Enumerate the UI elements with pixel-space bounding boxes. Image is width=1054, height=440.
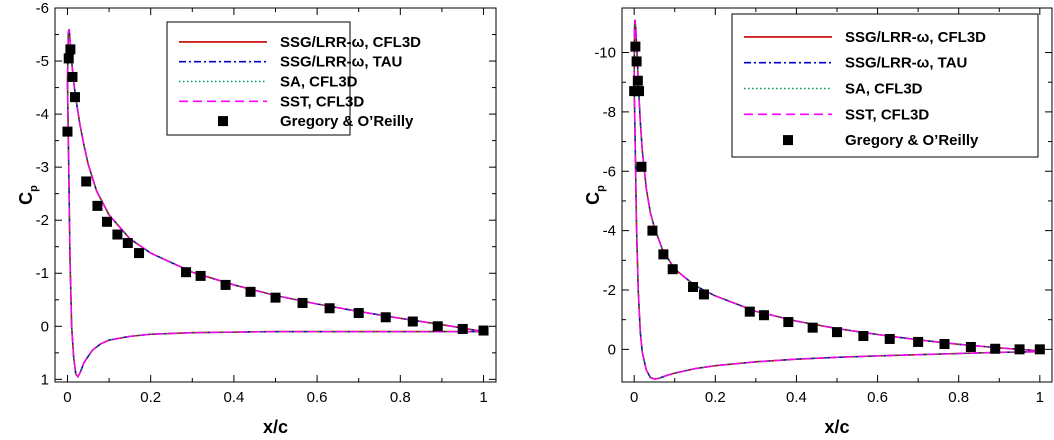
y-axis-label: Cp xyxy=(16,185,40,205)
legend-marker xyxy=(218,116,228,127)
data-point xyxy=(636,161,647,172)
legend-entry: SST, CFL3D xyxy=(280,93,364,110)
data-point xyxy=(1014,344,1025,355)
y-axis-label: Cp xyxy=(583,185,607,205)
data-point xyxy=(181,267,192,278)
x-tick-label: 1 xyxy=(1036,389,1044,406)
x-tick-label: 0.6 xyxy=(307,389,328,406)
legend-entry: SSG/LRR-ω, TAU xyxy=(845,55,967,72)
data-point xyxy=(69,92,80,103)
data-point xyxy=(478,325,489,336)
data-point xyxy=(65,44,76,55)
data-point xyxy=(62,126,73,137)
data-point xyxy=(658,249,669,260)
data-point xyxy=(112,229,123,240)
data-point xyxy=(884,333,895,344)
legend-entry: SA, CFL3D xyxy=(280,74,358,91)
data-point xyxy=(457,323,468,334)
legend-entry: SA, CFL3D xyxy=(845,81,923,98)
legend-box xyxy=(166,21,351,136)
y-tick-label: 1 xyxy=(41,371,49,388)
x-tick-label: 0.8 xyxy=(948,389,969,406)
y-tick-label: 0 xyxy=(41,318,49,335)
legend-entry: SSG/LRR-ω, TAU xyxy=(280,54,402,71)
legend-box xyxy=(731,13,1039,158)
data-point xyxy=(134,248,145,259)
data-point xyxy=(407,316,418,327)
y-tick-label: -3 xyxy=(36,159,49,176)
data-point xyxy=(1034,344,1045,355)
legend-entry: SSG/LRR-ω, CFL3D xyxy=(845,29,986,46)
data-point xyxy=(380,312,391,323)
y-tick-label: -2 xyxy=(603,282,616,299)
data-point xyxy=(67,71,78,82)
data-point xyxy=(758,310,769,321)
data-point xyxy=(92,200,103,211)
data-point xyxy=(634,86,645,97)
data-point xyxy=(965,341,976,352)
data-point xyxy=(324,303,335,314)
data-point xyxy=(81,176,92,187)
data-point xyxy=(432,321,443,332)
data-point xyxy=(297,297,308,308)
y-tick-label: -1 xyxy=(36,265,49,282)
data-point xyxy=(744,306,755,317)
data-point xyxy=(939,339,950,350)
legend-marker xyxy=(783,135,793,146)
x-tick-label: 0.2 xyxy=(140,389,161,406)
legend-entry: SSG/LRR-ω, CFL3D xyxy=(280,34,421,51)
data-point xyxy=(245,286,256,297)
legend-entry: SST, CFL3D xyxy=(845,106,929,123)
data-point xyxy=(990,343,1001,354)
x-tick-label: 0 xyxy=(630,389,638,406)
data-point xyxy=(353,308,364,319)
y-tick-label: -5 xyxy=(36,53,49,70)
data-point xyxy=(631,56,642,67)
x-axis-label: x/c xyxy=(824,417,849,437)
data-point xyxy=(913,336,924,347)
curves xyxy=(66,28,484,379)
y-axis-label-subscript: p xyxy=(595,185,607,192)
data-point xyxy=(783,317,794,328)
data-point xyxy=(632,75,643,86)
x-tick-label: 1 xyxy=(479,389,487,406)
y-tick-label: -4 xyxy=(36,106,49,123)
y-tick-label: -6 xyxy=(36,0,49,17)
data-point xyxy=(667,264,678,275)
y-tick-label: 0 xyxy=(608,341,616,358)
data-point xyxy=(630,41,641,52)
x-tick-label: 0.6 xyxy=(867,389,888,406)
data-point xyxy=(807,322,818,333)
x-tick-label: 0 xyxy=(63,389,71,406)
x-tick-label: 0.2 xyxy=(705,389,726,406)
data-point xyxy=(63,53,74,64)
data-point xyxy=(698,289,709,300)
chart-right-alpha-15: 0 0.2 0.4 0.6 0.8 1 0 -2 -4 -6 -8 -10 x/c Cp SSG/LRR-ω… xyxy=(583,7,1053,437)
data-point xyxy=(647,225,658,236)
y-tick-label: -4 xyxy=(603,223,616,240)
data-point xyxy=(195,270,206,281)
x-tick-label: 0.4 xyxy=(786,389,807,406)
chart-left-alpha-10: 0 0.2 0.4 0.6 0.8 110-1-2-3-4-5-6x/cCpSSG/LRR… xyxy=(16,0,497,437)
legend-entry: Gregory & O’Reilly xyxy=(280,113,414,130)
y-tick-label: -10 xyxy=(594,45,616,62)
x-axis-label: x/c xyxy=(263,417,288,437)
data-point xyxy=(687,282,698,293)
data-point xyxy=(102,216,113,227)
data-point xyxy=(858,330,869,341)
series-line-3 xyxy=(66,29,484,378)
data-point xyxy=(122,238,133,249)
data-point xyxy=(220,279,231,290)
x-tick-label: 0.8 xyxy=(390,389,411,406)
data-point xyxy=(832,327,842,338)
legend-entry: Gregory & O’Reilly xyxy=(845,132,979,149)
data-point xyxy=(270,292,281,303)
y-tick-label: -6 xyxy=(603,163,616,180)
y-tick-label: -8 xyxy=(603,104,616,121)
y-tick-label: -2 xyxy=(36,212,49,229)
x-tick-label: 0.4 xyxy=(223,389,244,406)
series-line-2 xyxy=(633,19,1040,380)
y-axis-label-subscript: p xyxy=(28,185,40,192)
